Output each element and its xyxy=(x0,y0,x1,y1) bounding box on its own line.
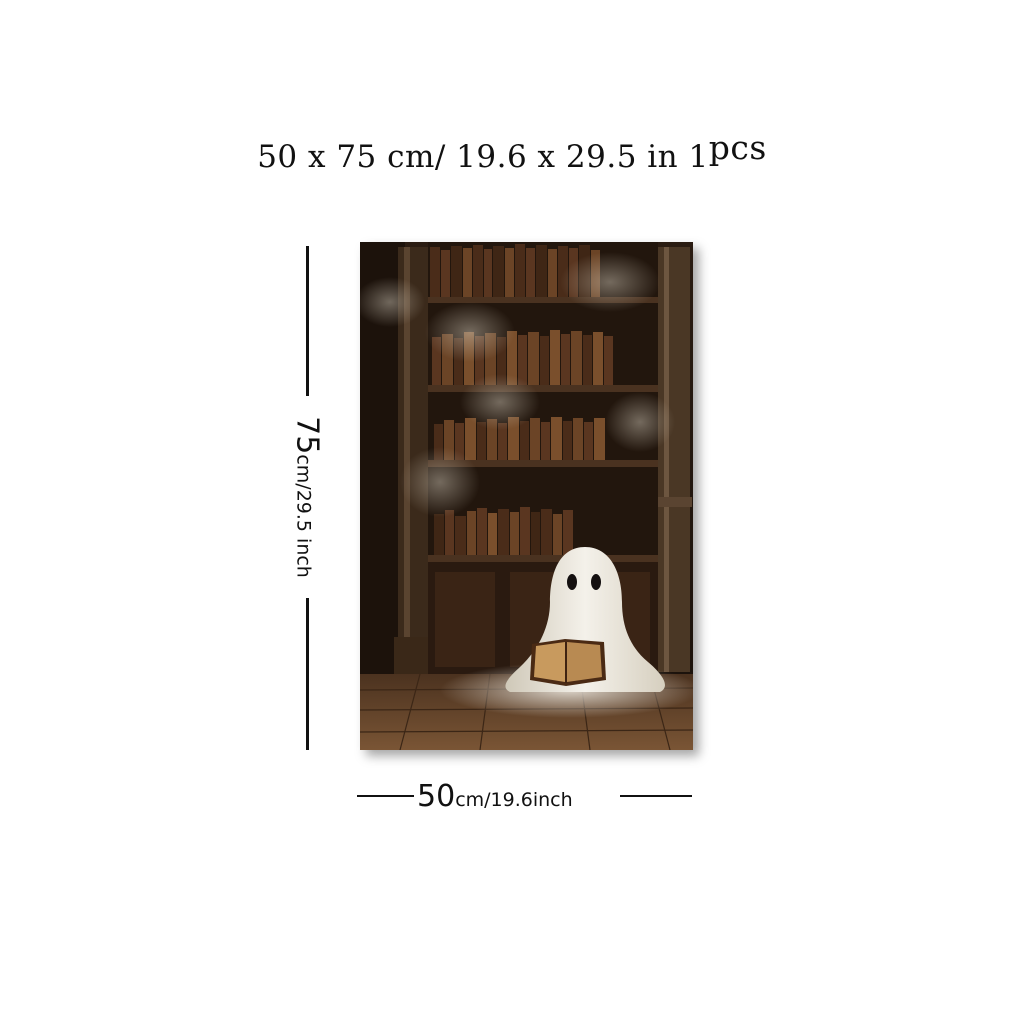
width-line-right xyxy=(620,795,692,797)
size-text: 50 x 75 cm/ 19.6 x 29.5 in xyxy=(257,139,689,175)
height-line-bottom xyxy=(306,598,309,750)
width-value: 50 xyxy=(417,779,456,814)
product-size-title: 50 x 75 cm/ 19.6 x 29.5 in 1pcs xyxy=(0,128,1024,175)
height-line-top xyxy=(306,246,309,396)
quantity-unit: pcs xyxy=(708,128,767,167)
quantity: 1 xyxy=(688,139,709,175)
ghost-library-artwork xyxy=(360,242,693,750)
height-value: 75 xyxy=(289,416,325,455)
width-line-left xyxy=(357,795,414,797)
height-label: 75cm/29.5 inch xyxy=(290,416,325,578)
width-unit: cm/19.6inch xyxy=(455,789,573,811)
canvas-print xyxy=(360,242,693,750)
width-label: 50cm/19.6inch xyxy=(417,779,573,814)
height-unit: cm/29.5 inch xyxy=(292,454,315,578)
